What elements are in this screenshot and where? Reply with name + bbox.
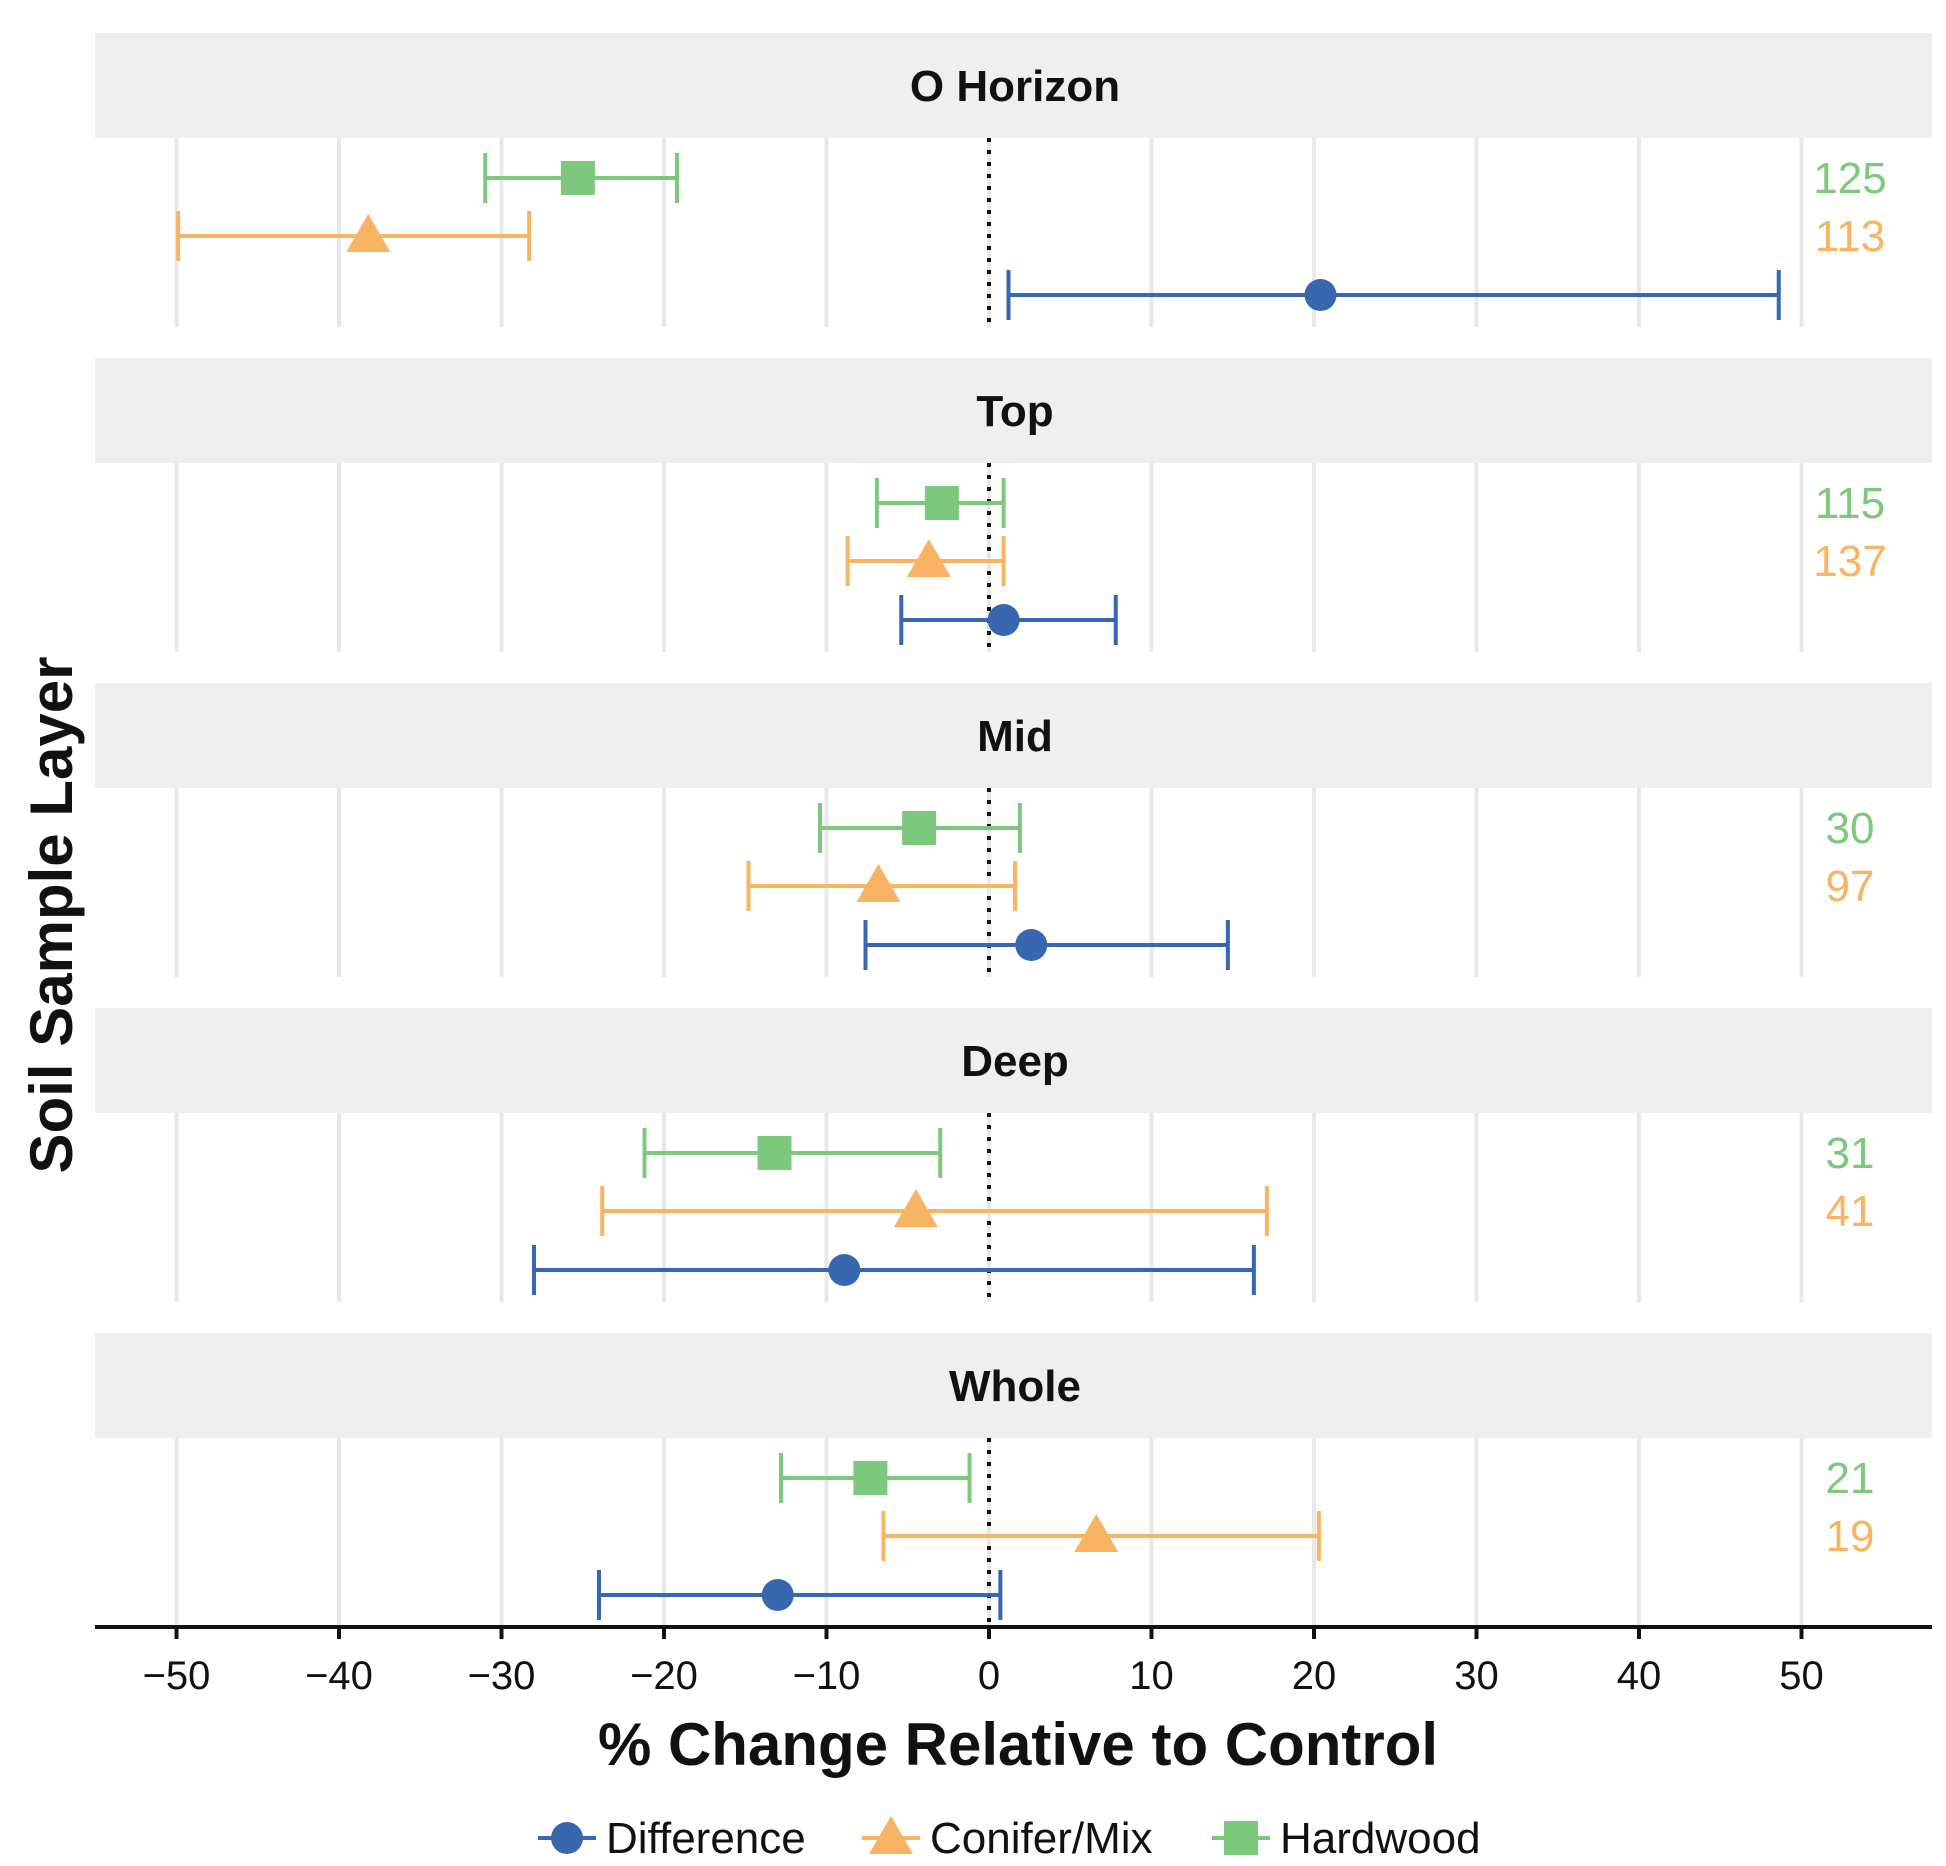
panel-strip-label: Top: [976, 387, 1053, 436]
estimate-conifer-mix: [600, 1186, 1269, 1236]
point-estimate: [853, 1461, 888, 1495]
estimate-hardwood: [779, 1453, 972, 1503]
legend-label: Conifer/Mix: [930, 1814, 1153, 1863]
panel-strip-label: Mid: [977, 712, 1053, 761]
x-tick-label: 50: [1779, 1654, 1824, 1698]
sample-size-hardwood: 30: [1826, 804, 1875, 853]
estimate-difference: [597, 1570, 1003, 1620]
x-tick-label: 30: [1454, 1654, 1499, 1698]
x-tick-label: −40: [305, 1654, 373, 1698]
panel-strip-label: O Horizon: [910, 62, 1120, 111]
panel-strip-label: Whole: [949, 1362, 1081, 1411]
legend-item-hardwood: Hardwood: [1212, 1814, 1481, 1863]
panel-strip: [95, 1333, 1932, 1438]
panel-deep: Deep 31 41: [95, 1008, 1932, 1302]
y-axis-title: Soil Sample Layer: [18, 657, 85, 1174]
sample-size-hardwood: 31: [1826, 1129, 1875, 1178]
estimate-hardwood: [874, 478, 1006, 528]
x-tick-label: −30: [468, 1654, 536, 1698]
estimate-hardwood: [483, 153, 679, 203]
panel-strip: [95, 1008, 1932, 1113]
legend-square-icon: [1224, 1821, 1258, 1855]
panel-mid: Mid 30 97: [95, 683, 1932, 977]
panel-whole: Whole 21 19: [95, 1333, 1932, 1627]
estimate-hardwood: [642, 1128, 943, 1178]
estimate-conifer-mix: [746, 861, 1017, 911]
sample-size-conifer: 41: [1826, 1187, 1875, 1236]
point-estimate: [924, 486, 959, 520]
legend-item-conifer-mix: Conifer/Mix: [862, 1814, 1153, 1863]
estimate-conifer-mix: [176, 211, 532, 261]
panel-strip: [95, 33, 1932, 138]
estimate-conifer-mix: [881, 1511, 1321, 1561]
point-estimate: [906, 539, 951, 577]
sample-size-hardwood: 21: [1826, 1454, 1875, 1503]
panel-top: Top 115 137: [95, 358, 1932, 652]
sample-size-conifer: 113: [1815, 212, 1885, 261]
panel-strip: [95, 358, 1932, 463]
point-estimate: [893, 1189, 938, 1227]
legend-label: Hardwood: [1280, 1814, 1481, 1863]
point-estimate: [902, 811, 937, 845]
x-tick-label: −10: [793, 1654, 861, 1698]
sample-size-conifer: 97: [1826, 862, 1875, 911]
point-estimate: [1074, 1514, 1119, 1552]
point-estimate: [346, 214, 391, 252]
x-axis: −50 −40 −30 −20 −10 0 10 20 30 40 50: [95, 1625, 1932, 1698]
x-tick-label: 40: [1617, 1654, 1662, 1698]
panel-strip-label: Deep: [961, 1037, 1069, 1086]
estimate-difference: [532, 1245, 1256, 1295]
x-tick-label: −20: [630, 1654, 698, 1698]
estimate-difference: [899, 595, 1118, 645]
point-estimate: [856, 864, 901, 902]
point-estimate: [757, 1136, 792, 1170]
panel-strip: [95, 683, 1932, 788]
point-estimate: [1304, 279, 1337, 311]
sample-size-conifer: 137: [1813, 537, 1886, 586]
x-tick-label: 10: [1129, 1654, 1174, 1698]
legend-label: Difference: [606, 1814, 806, 1863]
estimate-conifer-mix: [845, 536, 1006, 586]
point-estimate: [987, 604, 1020, 636]
sample-size-hardwood: 125: [1813, 154, 1886, 203]
x-tick-label: −50: [143, 1654, 211, 1698]
legend-circle-icon: [551, 1822, 583, 1854]
point-estimate: [828, 1254, 861, 1286]
sample-size-conifer: 19: [1826, 1512, 1875, 1561]
estimate-difference: [1006, 270, 1781, 320]
estimate-difference: [863, 920, 1230, 970]
sample-size-hardwood: 115: [1815, 479, 1885, 528]
point-estimate: [560, 161, 595, 195]
point-estimate: [1015, 929, 1048, 961]
point-estimate: [761, 1579, 794, 1611]
panel-o-horizon: O Horizon 125 113: [95, 33, 1932, 327]
x-tick-label: 0: [978, 1654, 1000, 1698]
legend-triangle-icon: [869, 1816, 913, 1854]
legend: Difference Conifer/Mix Hardwood: [538, 1814, 1481, 1863]
estimate-hardwood: [818, 803, 1022, 853]
x-tick-label: 20: [1292, 1654, 1337, 1698]
plot-panels: O Horizon 125 113 Top 115 137 Mid 30 97 Deep 31 41 W…: [95, 33, 1932, 1627]
x-axis-title: % Change Relative to Control: [598, 1711, 1438, 1778]
legend-item-difference: Difference: [538, 1814, 806, 1863]
